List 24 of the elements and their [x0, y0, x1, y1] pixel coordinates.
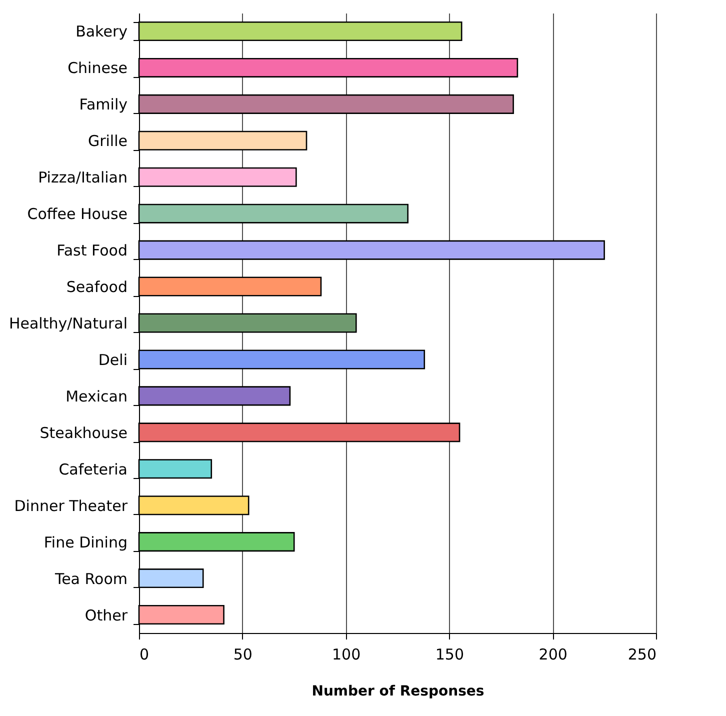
y-tick-label: Steakhouse: [40, 424, 128, 442]
x-axis-title: Number of Responses: [312, 684, 484, 700]
x-tick-label: 200: [538, 646, 568, 664]
y-tick-label: Chinese: [68, 59, 128, 78]
y-tick-label: Healthy/Natural: [8, 314, 128, 332]
y-tick-label: Deli: [98, 350, 128, 369]
y-tick-label: Grille: [88, 132, 128, 150]
y-tick-label: Family: [79, 96, 128, 114]
x-tick-label: 50: [233, 646, 252, 664]
y-tick-label: Dinner Theater: [14, 496, 128, 515]
y-tick-label: Seafood: [66, 278, 128, 296]
y-tick-label: Other: [84, 606, 128, 624]
y-tick-label: Tea Room: [54, 570, 128, 588]
y-tick-label: Pizza/Italian: [38, 168, 128, 187]
y-tick-label: Mexican: [66, 387, 128, 406]
y-tick-label: Fast Food: [56, 242, 128, 260]
x-tick-label: 0: [140, 646, 150, 664]
y-tick-label: Bakery: [76, 22, 128, 41]
x-tick-label: 100: [332, 646, 361, 664]
y-tick-label: Coffee House: [27, 205, 128, 224]
x-tick-label: 250: [628, 646, 656, 664]
y-tick-label: Cafeteria: [58, 460, 128, 478]
x-tick-label: 150: [435, 646, 464, 664]
y-tick-label: Fine Dining: [44, 533, 128, 552]
